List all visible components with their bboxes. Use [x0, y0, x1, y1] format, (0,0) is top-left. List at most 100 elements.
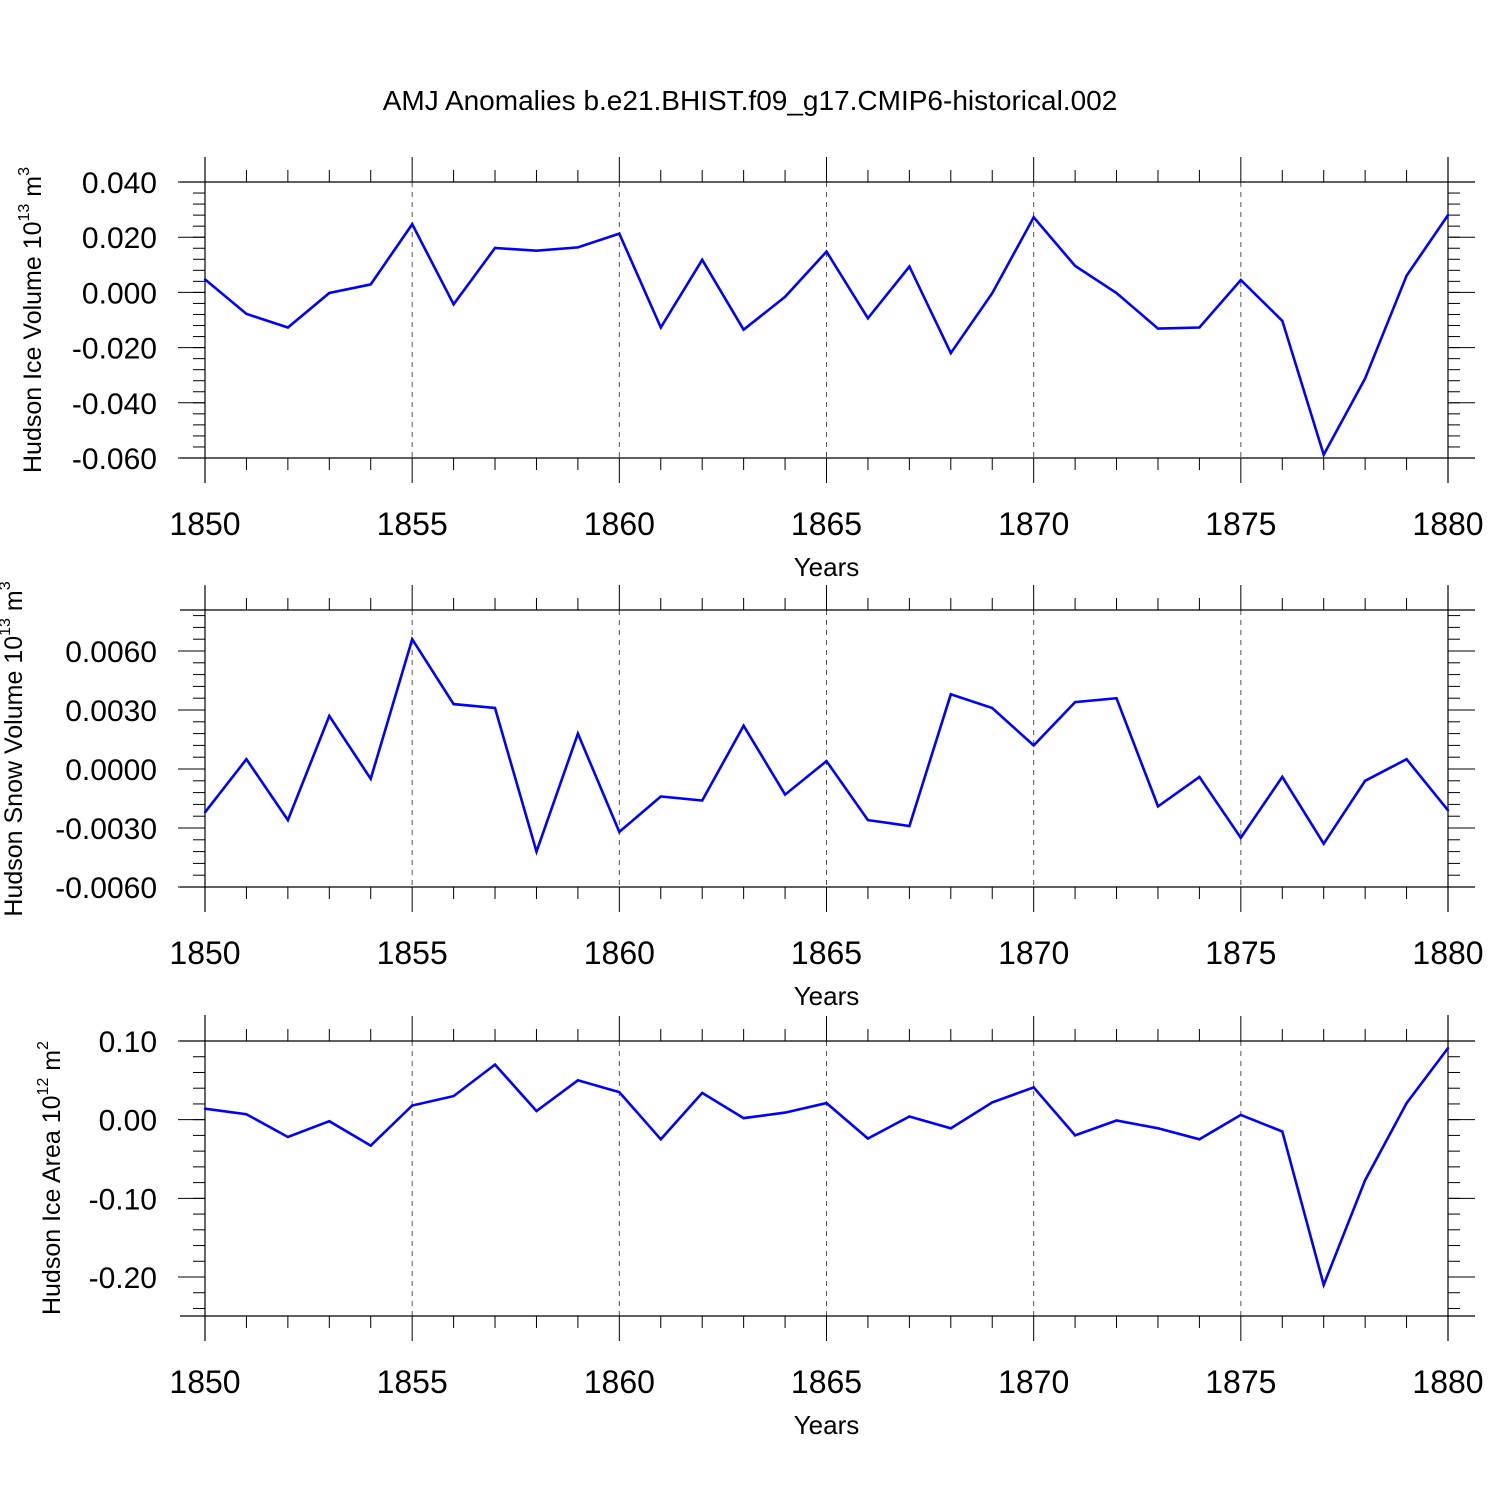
x-tick-label: 1875: [1205, 506, 1276, 542]
chart-title: AMJ Anomalies b.e21.BHIST.f09_g17.CMIP6-…: [383, 85, 1118, 116]
y-tick-label: 0.0030: [65, 695, 157, 728]
data-point: [825, 759, 828, 763]
y-tick-label: -0.060: [72, 443, 157, 476]
data-point: [908, 824, 911, 828]
data-point: [369, 777, 372, 781]
data-point: [328, 714, 331, 718]
x-tick-label: 1860: [584, 506, 655, 542]
data-point: [1363, 779, 1367, 782]
data-point: [991, 1101, 994, 1104]
x-tick-label: 1870: [998, 935, 1069, 971]
y-tick-label: 0.020: [82, 222, 157, 255]
data-point: [245, 1112, 248, 1116]
x-tick-label: 1880: [1412, 1364, 1483, 1400]
data-point: [825, 1101, 828, 1105]
data-point: [369, 1144, 372, 1147]
data-point: [991, 292, 994, 295]
data-point: [328, 291, 331, 295]
data-point: [1115, 1119, 1118, 1122]
y-tick-label: 0.040: [82, 167, 157, 200]
data-point: [203, 278, 207, 281]
data-point: [1405, 1101, 1408, 1105]
x-tick-label: 1855: [377, 1364, 448, 1400]
chart-panel-2: 0.0060 0.0030 0.0000 -0.0030 -0.0060 1850 1855…: [0, 581, 1484, 1011]
data-point: [1322, 1283, 1325, 1287]
y-axis-label: Hudson Snow Volume 1013 m3: [0, 581, 28, 916]
data-point: [991, 706, 994, 710]
y-tick-label: 0.10: [99, 1026, 157, 1059]
data-point: [908, 265, 911, 268]
data-point: [1322, 453, 1325, 456]
data-point: [410, 638, 414, 641]
data-point: [618, 232, 621, 235]
data-point: [1156, 327, 1160, 330]
data-point: [701, 799, 704, 802]
x-tick-label: 1855: [377, 506, 448, 542]
chart-panel-1: 0.040 0.020 0.000 -0.020 -0.040 -0.060 1850 185…: [16, 157, 1484, 582]
data-point: [1032, 744, 1035, 747]
data-point: [659, 326, 662, 329]
data-point: [576, 1079, 580, 1082]
data-point: [203, 1107, 207, 1110]
data-point: [493, 246, 497, 250]
x-axis-label: Years: [794, 552, 860, 582]
x-tick-label: 1860: [584, 935, 655, 971]
x-tick-label: 1870: [998, 1364, 1069, 1400]
data-point: [452, 702, 455, 706]
data-point: [203, 811, 207, 814]
y-tick-label: 0.0000: [65, 754, 157, 787]
y-tick-label: -0.0060: [55, 872, 157, 905]
x-tick-label: 1850: [169, 935, 240, 971]
data-point: [742, 724, 745, 727]
data-point: [1073, 264, 1077, 268]
x-tick-label: 1865: [791, 1364, 862, 1400]
data-point: [1239, 1113, 1243, 1117]
y-axis-label: Hudson Ice Area 1012 m2: [35, 1041, 66, 1315]
y-axis-label: Hudson Ice Volume 1013 m3: [16, 167, 47, 473]
data-point: [1405, 757, 1408, 761]
data-point: [659, 795, 662, 798]
chart-panel-3: 0.10 0.00 -0.10 -0.20 1850 1855 1860 1865 1870 18…: [35, 1015, 1484, 1440]
data-point: [825, 250, 828, 253]
data-point: [1198, 326, 1201, 329]
data-point: [1363, 377, 1367, 380]
x-axis-label: Years: [794, 1410, 860, 1440]
data-point: [286, 326, 290, 329]
data-point: [1446, 809, 1450, 812]
data-point: [1446, 213, 1450, 217]
data-point: [1073, 700, 1077, 704]
data-point: [245, 757, 248, 761]
data-point: [535, 850, 538, 853]
data-point: [286, 1135, 290, 1139]
data-point: [742, 1116, 745, 1120]
x-tick-label: 1860: [584, 1364, 655, 1400]
data-point: [783, 1111, 787, 1114]
x-tick-label: 1880: [1412, 506, 1483, 542]
data-point: [576, 732, 580, 735]
data-point: [410, 223, 414, 226]
data-point: [701, 258, 704, 262]
data-point: [1281, 319, 1284, 323]
data-point: [866, 317, 870, 320]
data-point: [1405, 274, 1408, 277]
y-tick-label: 0.0060: [65, 636, 157, 669]
data-point: [1073, 1134, 1077, 1137]
data-point: [286, 818, 290, 822]
data-point: [452, 303, 455, 306]
data-point: [949, 351, 952, 355]
data-point: [410, 1104, 414, 1107]
x-tick-label: 1850: [169, 1364, 240, 1400]
data-point: [1281, 1130, 1284, 1133]
data-point: [1363, 1179, 1367, 1182]
data-point: [1446, 1046, 1450, 1050]
data-point: [1239, 278, 1243, 282]
data-point: [369, 283, 372, 286]
data-point: [783, 295, 787, 299]
x-tick-label: 1875: [1205, 935, 1276, 971]
data-point: [493, 1063, 497, 1066]
data-point: [535, 249, 538, 252]
data-point: [1156, 805, 1160, 808]
data-point: [949, 1127, 952, 1130]
x-axis-label: Years: [794, 981, 860, 1011]
